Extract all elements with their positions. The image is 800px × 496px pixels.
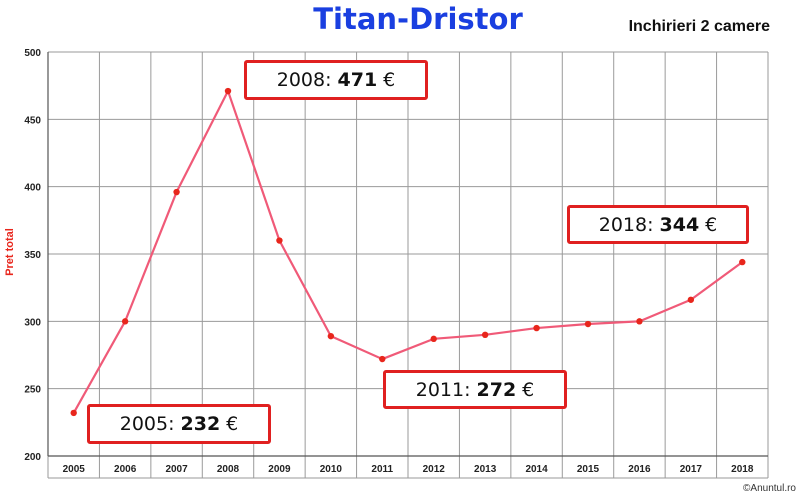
x-tick-label: 2008 <box>217 464 240 475</box>
data-point <box>173 188 180 196</box>
data-point <box>327 332 335 340</box>
y-tick-label: 350 <box>24 250 41 261</box>
x-tick-label: 2009 <box>268 464 291 475</box>
data-point <box>276 237 283 244</box>
y-tick-label: 450 <box>24 115 41 126</box>
x-tick-label: 2016 <box>628 464 651 475</box>
callout-currency: € <box>226 413 239 435</box>
source-credit: ©Anuntul.ro <box>743 483 796 494</box>
callout-2008: 2008: 471 € <box>244 60 428 100</box>
y-tick-labels: 200 250 300 350 400 450 500 <box>24 48 41 463</box>
y-tick-label: 200 <box>24 452 41 463</box>
data-point <box>121 318 129 325</box>
data-point <box>430 335 437 343</box>
x-tick-label: 2012 <box>423 464 446 475</box>
x-tick-label: 2010 <box>320 464 343 475</box>
callout-currency: € <box>383 69 396 91</box>
y-tick-label: 300 <box>24 317 41 328</box>
y-tick-label: 500 <box>24 48 41 59</box>
x-tick-label: 2018 <box>731 464 754 475</box>
callout-value: 471 <box>337 69 378 91</box>
data-point <box>533 324 540 332</box>
series-line <box>72 89 743 414</box>
x-tick-label: 2017 <box>680 464 703 475</box>
x-tick-label: 2013 <box>474 464 497 475</box>
data-point <box>481 331 489 338</box>
x-tick-label: 2014 <box>525 464 548 475</box>
callout-2011: 2011: 272 € <box>383 370 567 409</box>
callout-year: 2018: <box>598 213 654 236</box>
callout-value: 344 <box>659 213 700 236</box>
callout-currency: € <box>705 213 718 236</box>
data-point <box>70 409 77 417</box>
data-points <box>70 87 746 417</box>
callout-2018: 2018: 344 € <box>567 205 749 244</box>
series-line <box>72 89 743 414</box>
callout-year: 2011: <box>415 378 471 401</box>
data-point <box>379 355 386 363</box>
x-tick-label: 2006 <box>114 464 137 475</box>
callout-year: 2005: <box>119 413 175 435</box>
x-tick-label: 2005 <box>63 464 86 475</box>
x-tick-label: 2015 <box>577 464 600 475</box>
data-point <box>584 320 592 328</box>
x-tick-labels: 2005 2006 2007 2008 2009 2010 2011 2012 2013 2014… <box>63 464 754 475</box>
y-tick-label: 400 <box>24 183 41 194</box>
x-tick-label: 2007 <box>165 464 188 475</box>
callout-currency: € <box>522 378 535 401</box>
axes <box>47 52 768 479</box>
callout-value: 272 <box>476 378 517 401</box>
data-point <box>687 296 695 303</box>
x-tick-label: 2011 <box>371 464 393 475</box>
data-point <box>739 258 746 266</box>
data-point <box>636 318 643 325</box>
chart-subtitle: Inchirieri 2 camere <box>628 18 770 35</box>
data-point <box>224 87 232 95</box>
callout-value: 232 <box>180 413 221 435</box>
callout-year: 2008: <box>276 69 332 91</box>
y-tick-label: 250 <box>24 385 41 396</box>
callout-2005: 2005: 232 € <box>87 404 271 444</box>
chart-title: Titan-Dristor <box>313 2 523 36</box>
